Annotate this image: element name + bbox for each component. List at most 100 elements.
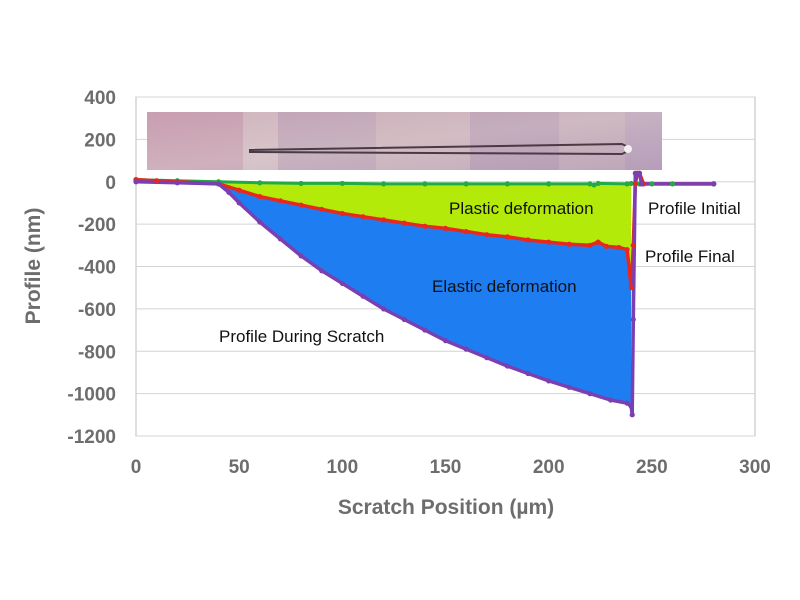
data-point-final [587, 242, 593, 248]
data-point-final [422, 223, 428, 229]
data-point-during [215, 181, 222, 187]
data-point-initial [298, 180, 304, 187]
data-point-final [154, 178, 160, 184]
data-point-final [236, 187, 242, 193]
data-point-initial [463, 181, 469, 187]
data-point-final [381, 217, 387, 223]
y-tick-label: 400 [84, 88, 116, 109]
elastic-deformation-region [136, 179, 632, 407]
data-point-during [133, 179, 139, 185]
data-point-during [339, 280, 345, 287]
data-point-final [504, 234, 510, 240]
data-point-final [277, 198, 284, 204]
x-axis-title: Scratch Position (µm) [338, 496, 554, 519]
data-point-during [566, 384, 572, 390]
plastic-deformation-region [136, 179, 632, 288]
data-point-final [298, 202, 304, 208]
data-point-initial [587, 181, 593, 187]
data-point-final [632, 181, 638, 187]
data-point-during [442, 338, 449, 344]
data-point-during [587, 391, 593, 397]
data-point-final [401, 220, 407, 226]
data-point-during [257, 219, 263, 225]
data-point-during [624, 400, 630, 406]
y-tick-label: -400 [78, 258, 116, 279]
data-point-during [236, 200, 242, 206]
label-plastic-deformation: Plastic deformation [449, 199, 594, 218]
y-axis-title: Profile (nm) [22, 208, 45, 325]
data-point-final [339, 210, 345, 217]
y-tick-label: -200 [78, 215, 116, 236]
data-point-during [504, 363, 510, 369]
data-point-during [629, 412, 635, 418]
data-point-during [630, 316, 636, 323]
data-point-initial [649, 181, 655, 187]
data-point-final [630, 242, 636, 248]
label-profile-final: Profile Final [645, 247, 735, 266]
data-point-during [381, 306, 387, 312]
data-point-during [711, 181, 717, 187]
data-point-final [484, 232, 490, 238]
data-point-initial [422, 181, 428, 187]
data-point-final [257, 193, 263, 200]
data-point-initial [624, 181, 630, 187]
x-tick-label: 50 [229, 457, 250, 478]
label-profile-initial: Profile Initial [648, 199, 741, 218]
data-point-final [616, 244, 622, 251]
data-point-final [595, 239, 601, 245]
x-tick-label: 150 [430, 457, 462, 478]
data-point-during [607, 397, 614, 403]
data-point-final [546, 239, 552, 245]
series-markers [133, 170, 717, 418]
y-axis-ticks: 400 200 0 -200 -400 -600 -800 -1000 -1200 [67, 88, 116, 448]
data-point-final [442, 225, 449, 231]
y-tick-label: 0 [105, 173, 116, 194]
data-point-final [566, 241, 572, 247]
y-tick-label: -1200 [67, 427, 116, 448]
data-point-final [628, 285, 634, 291]
data-point-initial [504, 181, 510, 187]
data-point-initial [546, 181, 552, 187]
x-tick-label: 250 [636, 457, 668, 478]
data-point-during [628, 403, 634, 409]
data-point-final [319, 206, 325, 212]
y-tick-label: 200 [84, 130, 116, 151]
scratch-micrograph-image [147, 112, 662, 170]
data-point-during [463, 346, 469, 352]
y-tick-label: -600 [78, 300, 116, 321]
data-point-during [298, 253, 304, 259]
data-point-during [484, 355, 490, 361]
data-point-final [463, 228, 469, 235]
data-point-during [319, 268, 325, 274]
data-point-initial [339, 180, 345, 187]
data-point-during [638, 181, 645, 187]
x-tick-label: 200 [533, 457, 565, 478]
x-tick-label: 0 [131, 457, 142, 478]
data-point-during [422, 327, 428, 333]
data-point-initial [381, 181, 387, 187]
y-tick-label: -1000 [67, 385, 116, 406]
data-point-during [226, 189, 232, 195]
data-point-during [632, 170, 638, 176]
data-point-during [174, 180, 180, 186]
data-point-final [525, 237, 531, 243]
y-tick-label: -800 [78, 342, 116, 363]
data-point-final [624, 246, 630, 253]
x-tick-label: 300 [739, 457, 771, 478]
data-point-final [360, 214, 366, 220]
data-point-initial [669, 181, 676, 187]
x-tick-label: 100 [326, 457, 358, 478]
x-axis-ticks: 0 50 100 150 200 250 300 [131, 457, 771, 478]
label-elastic-deformation: Elastic deformation [432, 277, 577, 296]
data-point-initial [257, 180, 263, 186]
data-point-during [277, 236, 284, 242]
data-point-during [360, 293, 366, 299]
data-point-final [603, 243, 610, 249]
data-point-during [636, 170, 643, 176]
data-point-during [525, 370, 531, 377]
label-profile-during-scratch: Profile During Scratch [219, 327, 384, 346]
data-point-during [546, 378, 552, 384]
data-point-during [401, 316, 407, 323]
data-point-initial [628, 180, 634, 187]
